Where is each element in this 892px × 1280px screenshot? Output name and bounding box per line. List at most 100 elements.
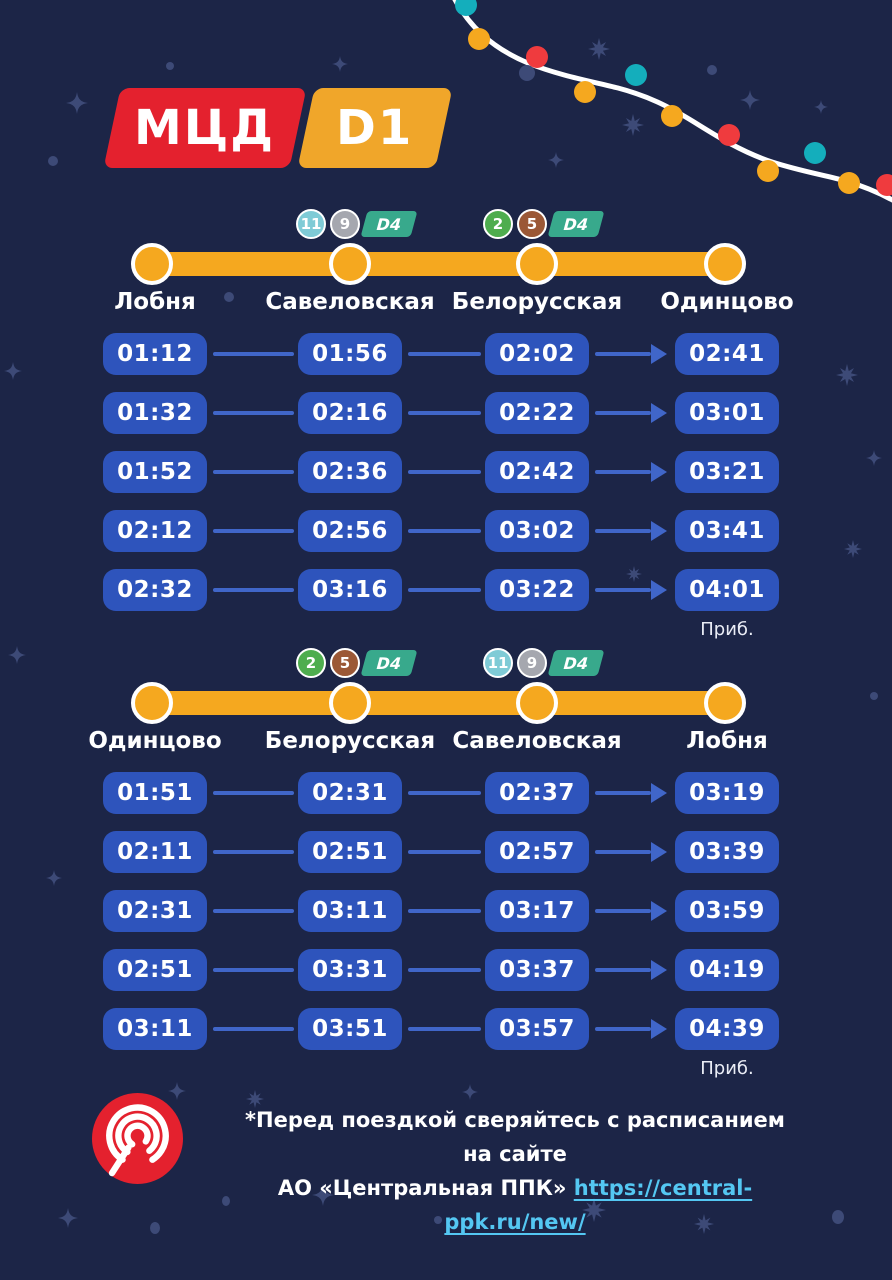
connector-line [408,470,481,474]
d1-line-label: D1 [336,100,414,156]
connector-line [213,352,294,356]
connector-line [595,968,651,972]
d1-line-badge: D1 [297,88,453,168]
moscow-transport-logo-icon [92,1093,183,1184]
time-cell: 02:51 [103,949,207,991]
station-marker [704,682,746,724]
connector-line [213,411,294,415]
timetable-row: 01:52 02:36 02:42 03:21 [0,451,892,493]
arrow-icon [651,521,667,541]
d4-line-badge: D4 [360,211,418,237]
connector-line [408,529,481,533]
time-cell: 02:02 [485,333,589,375]
time-cell: 03:31 [298,949,402,991]
timetable-rows: 01:12 01:56 02:02 02:41 01:32 02:16 02:2… [0,333,892,628]
time-cell: 01:32 [103,392,207,434]
garland-bulb [625,64,647,86]
connector-line [213,1027,294,1031]
time-cell: 03:21 [675,451,779,493]
metro-line-9-badge: 9 [330,209,360,239]
star-icon [622,114,644,136]
garland-bulb [876,174,892,196]
schedule-link[interactable]: https://central-ppk.ru/new/ [444,1176,753,1234]
time-cell: 03:41 [675,510,779,552]
station-name: Лобня [114,289,196,315]
timetable-rows: 01:51 02:31 02:37 03:19 02:11 02:51 02:5… [0,772,892,1067]
garland-bulb [804,142,826,164]
time-cell: 03:16 [298,569,402,611]
metro-line-5-badge: 5 [330,648,360,678]
connector-line [595,850,651,854]
connector-line [213,470,294,474]
connector-line [408,1027,481,1031]
station-name: Савеловская [452,728,622,754]
arrow-icon [651,1019,667,1039]
station-marker [131,682,173,724]
time-cell: 02:56 [298,510,402,552]
arrow-icon [651,462,667,482]
connector-line [595,909,651,913]
mcd-brand-label: МЦД [134,100,276,156]
timetable-row: 02:11 02:51 02:57 03:39 [0,831,892,873]
connector-line [213,791,294,795]
station-name: Лобня [686,728,768,754]
arrival-label: Приб. [700,619,754,640]
connector-line [213,909,294,913]
connector-line [595,588,651,592]
footer-note: *Перед поездкой сверяйтесь с расписанием… [230,1103,800,1239]
garland-dot [707,65,717,75]
station-name: Савеловская [265,289,435,315]
metro-line-9-badge: 9 [517,648,547,678]
timetable-section-inbound: 2 5 D4 11 9 D4 Одинцово Белорусская Саве… [0,644,892,1106]
metro-badge-group: 11 9 D4 [296,209,418,239]
time-cell: 03:57 [485,1008,589,1050]
connector-line [408,968,481,972]
footer-note-line2: АО «Центральная ППК» [277,1176,574,1200]
metro-badge-group: 2 5 D4 [296,648,418,678]
garland-bulb [838,172,860,194]
timetable-row: 02:32 03:16 03:22 04:01 [0,569,892,611]
station-name: Одинцово [660,289,794,315]
metro-badge-group: 2 5 D4 [483,209,605,239]
connector-line [595,470,651,474]
time-cell: 04:39 [675,1008,779,1050]
garland-bulb [661,105,683,127]
mcd-logo: МЦД D1 [103,88,453,168]
dot-decoration [166,62,174,70]
route-line [140,252,744,276]
star-icon [588,38,610,60]
d4-line-badge: D4 [547,211,605,237]
time-cell: 03:11 [103,1008,207,1050]
connector-line [408,850,481,854]
time-cell: 02:31 [103,890,207,932]
timetable-row: 01:12 01:56 02:02 02:41 [0,333,892,375]
time-cell: 02:22 [485,392,589,434]
time-cell: 01:56 [298,333,402,375]
time-cell: 02:11 [103,831,207,873]
time-cell: 04:19 [675,949,779,991]
time-cell: 02:57 [485,831,589,873]
timetable-row: 02:51 03:31 03:37 04:19 [0,949,892,991]
d4-line-badge: D4 [547,650,605,676]
route-line [140,691,744,715]
d4-line-badge: D4 [360,650,418,676]
time-cell: 03:22 [485,569,589,611]
station-marker [516,682,558,724]
connector-line [213,529,294,533]
sparkle-icon [66,92,88,114]
arrow-icon [651,580,667,600]
time-cell: 03:11 [298,890,402,932]
garland-bulb [526,46,548,68]
sparkle-icon [548,152,564,168]
station-marker [131,243,173,285]
mcd-brand-badge: МЦД [103,88,307,168]
time-cell: 03:01 [675,392,779,434]
time-cell: 04:01 [675,569,779,611]
time-cell: 02:42 [485,451,589,493]
sparkle-icon [740,90,760,110]
time-cell: 02:41 [675,333,779,375]
metro-line-2-badge: 2 [483,209,513,239]
dot-decoration [48,156,58,166]
connector-line [408,588,481,592]
metro-line-11-badge: 11 [296,209,326,239]
